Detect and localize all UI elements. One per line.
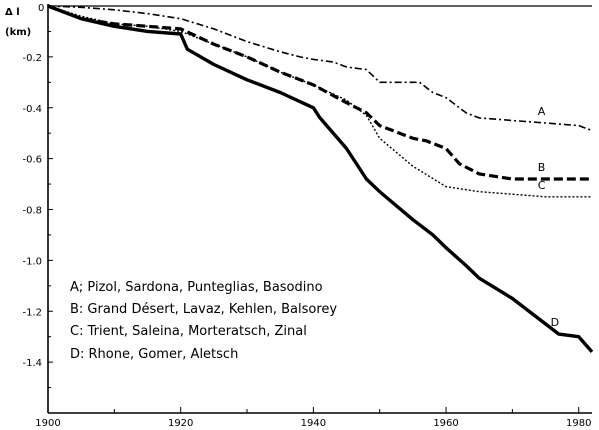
series-line-d xyxy=(47,4,594,354)
legend-entry-a: A; Pizol, Sardona, Punteglias, Basodino xyxy=(70,280,323,295)
legend-entry-b: B: Grand Désert, Lavaz, Kehlen, Balsorey xyxy=(70,302,337,317)
x-tick-label: 1940 xyxy=(301,418,326,429)
x-tick-label: 1900 xyxy=(35,418,60,429)
y-tick-label: -1.4 xyxy=(22,358,42,369)
series-label-d: D xyxy=(551,316,559,329)
series-label-c: C xyxy=(538,179,546,192)
series-labels: A BC D xyxy=(538,105,559,329)
y-tick-label: -1.2 xyxy=(22,307,42,318)
y-tick-label: -0.2 xyxy=(22,53,42,64)
legend-entry-c: C: Trient, Saleina, Morteratsch, Zinal xyxy=(70,324,307,339)
y-tick-label: -0.4 xyxy=(22,104,42,115)
y-tick-label: -0.6 xyxy=(22,155,42,166)
y-axis-top-label: 0 xyxy=(38,3,44,14)
series-label-b: B xyxy=(538,161,546,174)
y-tick-label: -0.8 xyxy=(22,206,42,217)
x-tick-label: 1960 xyxy=(433,418,458,429)
series-label-a: A xyxy=(538,105,546,118)
x-tick-label: 1920 xyxy=(168,418,193,429)
series-layer xyxy=(47,4,594,354)
x-tick-label: 1980 xyxy=(566,418,591,429)
y-axis-label-line2: (km) xyxy=(5,27,31,38)
series-line-a xyxy=(47,5,593,132)
series-line-c xyxy=(47,5,592,198)
y-tick-label: -1.0 xyxy=(22,256,42,267)
legend: A; Pizol, Sardona, Punteglias, Basodino … xyxy=(70,280,337,362)
axes: -0.2 -0.4 -0.6 -0.8 -1.0 -1.2 -1.4 1900 1920 1940… xyxy=(22,4,592,429)
series-line-b xyxy=(47,4,592,181)
legend-entry-d: D: Rhone, Gomer, Aletsch xyxy=(70,347,238,362)
y-axis-label-line1: Δ l xyxy=(5,7,20,18)
